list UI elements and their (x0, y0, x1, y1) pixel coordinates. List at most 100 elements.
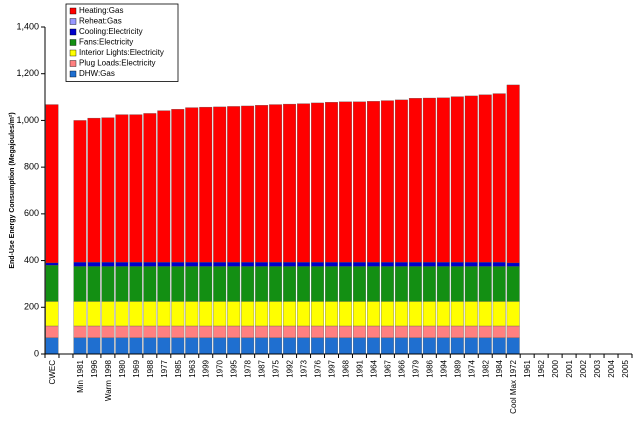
bar-segment (339, 101, 352, 263)
bar-segment (492, 93, 506, 263)
bar-segment (283, 103, 297, 263)
x-tick-label: 1988 (146, 359, 155, 377)
bar-segment (478, 94, 492, 263)
x-tick-label: 1984 (495, 359, 504, 377)
x-tick-label: 1976 (314, 359, 323, 377)
x-tick-label: 1963 (188, 359, 197, 377)
bar-segment (311, 301, 324, 327)
bar-segment (101, 117, 115, 263)
bar-segment (422, 337, 436, 355)
legend-swatch (69, 18, 77, 25)
x-tick-label: 1985 (174, 359, 183, 377)
legend-label: Fans:Electricity (79, 38, 133, 47)
bar-segment (339, 301, 352, 327)
bar-segment (171, 266, 185, 302)
bar-segment (73, 262, 87, 267)
x-tick-label: 1995 (230, 359, 239, 377)
bar-segment (311, 102, 324, 263)
bar-segment (185, 325, 199, 338)
bar-segment (241, 266, 255, 302)
bar-segment (380, 301, 394, 327)
bar-segment (492, 266, 506, 302)
bar-segment (436, 337, 450, 355)
bar-segment (339, 325, 352, 338)
x-tick-label: 1977 (160, 359, 169, 377)
bar-segment (115, 114, 129, 263)
bar-segment (464, 301, 478, 327)
bar-segment (269, 337, 283, 355)
bar-segment (353, 262, 366, 267)
bar-segment (185, 107, 199, 263)
bar-segment (115, 266, 129, 302)
legend-swatch (69, 39, 77, 46)
bar-segment (269, 266, 283, 302)
bar-segment (87, 301, 101, 327)
x-tick-label: Cool Max 1972 (509, 359, 518, 413)
bar-segment (506, 84, 520, 264)
bar-segment (325, 102, 338, 263)
bar-segment (297, 262, 310, 267)
bar-segment (87, 262, 101, 267)
bar-segment (157, 325, 171, 338)
x-tick-label: 1975 (272, 359, 281, 377)
bar-segment (185, 266, 199, 302)
bar-segment (45, 301, 59, 327)
bar-segment (492, 337, 506, 355)
bar-segment (157, 110, 171, 263)
bar-segment (408, 337, 422, 355)
bar-segment (325, 266, 338, 302)
legend-label: Heating:Gas (79, 6, 123, 15)
x-tick-label: 2005 (621, 359, 630, 377)
bar-segment (227, 301, 241, 327)
bar-segment (353, 266, 366, 302)
bar-segment (339, 266, 352, 302)
bar-segment (87, 325, 101, 338)
bar-segment (45, 104, 59, 264)
y-tick-label: 1,200 (16, 68, 39, 78)
bar-segment (185, 262, 199, 267)
x-tick-label: 1969 (132, 359, 141, 377)
bar-segment (297, 301, 310, 327)
bar-segment (157, 262, 171, 267)
bar-segment (478, 266, 492, 302)
bar-segment (283, 337, 297, 355)
bar-segment (311, 325, 324, 338)
bar-segment (73, 120, 87, 263)
bar-segment (227, 262, 241, 267)
bar-segment (143, 266, 157, 302)
bar-segment (283, 266, 297, 302)
bar-segment (171, 262, 185, 267)
x-tick-label: 1982 (481, 359, 490, 377)
bar-segment (450, 266, 464, 302)
bar-segment (380, 266, 394, 302)
y-tick-label: 600 (24, 208, 39, 218)
bar-segment (87, 266, 101, 302)
bar-segment (450, 96, 464, 263)
bar-segment (297, 266, 310, 302)
bar-segment (464, 262, 478, 267)
bar-segment (73, 337, 87, 355)
bar-segment (394, 325, 408, 338)
bar-segment (478, 262, 492, 267)
bar-segment (241, 301, 255, 327)
bar-segment (367, 325, 380, 338)
bar-segment (269, 301, 283, 327)
bar-segment (367, 301, 380, 327)
bar-segment (311, 266, 324, 302)
bar-segment (283, 325, 297, 338)
y-tick-label: 0 (34, 348, 39, 358)
bar-segment (255, 105, 269, 263)
x-tick-label: 1987 (258, 359, 267, 377)
x-tick-label: 1991 (355, 359, 364, 377)
x-tick-label: 1973 (300, 359, 309, 377)
x-tick-label: 1968 (341, 359, 350, 377)
bar-segment (157, 301, 171, 327)
bar-segment (297, 325, 310, 338)
bar-segment (353, 337, 366, 355)
legend-box (65, 3, 179, 82)
bar-segment (129, 262, 143, 267)
bar-segment (213, 262, 227, 267)
bar-segment (241, 262, 255, 267)
bar-segment (325, 301, 338, 327)
bar-segment (325, 337, 338, 355)
